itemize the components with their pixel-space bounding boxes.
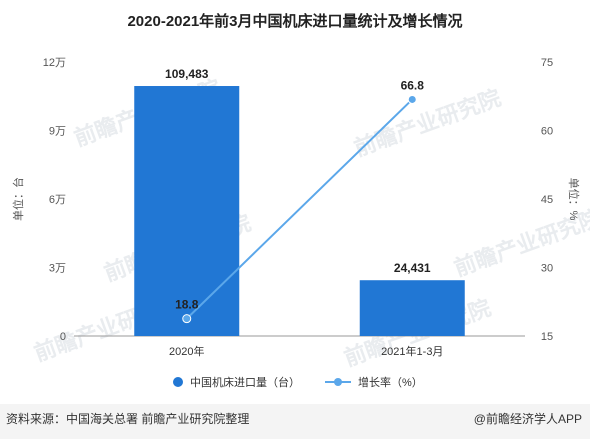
watermark-layer: 前瞻产业研究院前瞻产业研究院前瞻产业研究院前瞻产业研究院前瞻产业研究院前瞻产业研… bbox=[31, 75, 590, 371]
y-left-tick-label: 6万 bbox=[49, 194, 66, 206]
line-point bbox=[182, 314, 192, 324]
y-right-tick-label: 30 bbox=[541, 263, 553, 275]
bar-value-label: 109,483 bbox=[165, 67, 209, 81]
y-left-axis-title: 单位：台 bbox=[11, 177, 25, 221]
bar-value-label: 24,431 bbox=[394, 261, 431, 275]
line-series: 18.8 66.8 bbox=[175, 78, 425, 324]
y-right-tick-label: 45 bbox=[541, 194, 553, 206]
bar-series: 109,483 24,431 bbox=[134, 67, 465, 336]
legend: 中国机床进口量（台） 增长率（%） bbox=[173, 375, 423, 389]
source-note: 资料来源：中国海关总署 前瞻产业研究院整理 bbox=[6, 412, 250, 426]
chart: 前瞻产业研究院前瞻产业研究院前瞻产业研究院前瞻产业研究院前瞻产业研究院前瞻产业研… bbox=[11, 57, 590, 389]
line-point bbox=[407, 94, 417, 104]
chart-title: 2020-2021年前3月中国机床进口量统计及增长情况 bbox=[127, 13, 463, 30]
line-value-label: 66.8 bbox=[401, 78, 425, 92]
y-right-tick-label: 60 bbox=[541, 126, 553, 138]
line-value-label: 18.8 bbox=[175, 298, 199, 312]
legend-label-growth: 增长率（%） bbox=[358, 375, 423, 389]
legend-marker-growth bbox=[334, 378, 342, 386]
x-tick-label: 2020年 bbox=[169, 344, 204, 358]
y-left-tick-label: 3万 bbox=[49, 263, 66, 275]
bar bbox=[359, 280, 465, 336]
bar bbox=[134, 86, 240, 336]
footer: 资料来源：中国海关总署 前瞻产业研究院整理 @前瞻经济学人APP bbox=[0, 404, 590, 439]
legend-marker-bar bbox=[173, 377, 183, 387]
y-right-axis-title: 单位：% bbox=[567, 178, 581, 221]
legend-label-bar: 中国机床进口量（台） bbox=[190, 375, 300, 389]
watermark-text: 前瞻产业研究院 bbox=[351, 85, 504, 161]
y-left-tick-label: 12万 bbox=[43, 57, 66, 69]
y-right-tick-label: 75 bbox=[541, 57, 553, 69]
brand-credit: @前瞻经济学人APP bbox=[473, 412, 582, 426]
y-left-tick-label: 0 bbox=[60, 331, 66, 343]
y-right-tick-label: 15 bbox=[541, 331, 553, 343]
y-left-tick-label: 9万 bbox=[49, 126, 66, 138]
growth-line bbox=[186, 98, 413, 320]
x-tick-label: 2021年1-3月 bbox=[381, 344, 443, 358]
